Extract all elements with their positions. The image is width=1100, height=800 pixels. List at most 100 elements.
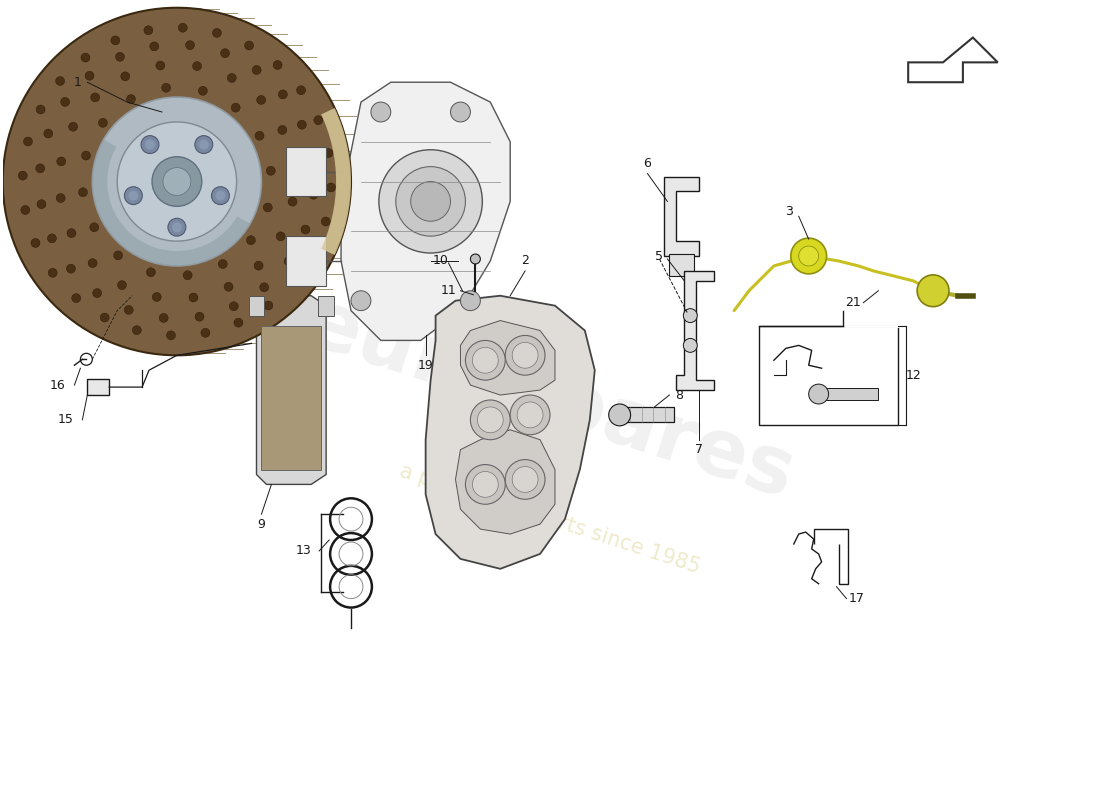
Circle shape: [471, 400, 510, 440]
Circle shape: [683, 309, 697, 322]
Circle shape: [195, 312, 204, 321]
Bar: [262, 326, 321, 470]
Bar: [318, 296, 334, 315]
Circle shape: [308, 154, 317, 163]
Circle shape: [301, 225, 310, 234]
Circle shape: [608, 404, 630, 426]
Circle shape: [791, 238, 826, 274]
Circle shape: [166, 331, 176, 340]
Circle shape: [513, 466, 538, 492]
Circle shape: [266, 166, 275, 175]
Circle shape: [917, 275, 949, 306]
Circle shape: [517, 402, 543, 428]
Bar: [249, 296, 264, 315]
Circle shape: [465, 465, 505, 504]
Text: 2: 2: [521, 254, 529, 267]
Circle shape: [144, 26, 153, 34]
Circle shape: [78, 188, 88, 197]
Bar: [286, 236, 326, 286]
Polygon shape: [256, 296, 326, 485]
Circle shape: [192, 62, 201, 70]
Circle shape: [297, 86, 306, 94]
Circle shape: [513, 342, 538, 368]
Circle shape: [256, 95, 266, 105]
Circle shape: [189, 293, 198, 302]
Circle shape: [309, 190, 318, 199]
Circle shape: [273, 61, 282, 70]
Circle shape: [284, 257, 293, 266]
Circle shape: [92, 289, 101, 298]
Circle shape: [505, 459, 544, 499]
Circle shape: [252, 66, 261, 74]
Circle shape: [57, 157, 66, 166]
Text: 3: 3: [785, 205, 793, 218]
Circle shape: [410, 182, 451, 222]
Circle shape: [121, 72, 130, 81]
Circle shape: [129, 190, 139, 201]
Circle shape: [260, 283, 268, 292]
Circle shape: [244, 41, 254, 50]
Circle shape: [264, 301, 273, 310]
Circle shape: [145, 140, 155, 150]
Circle shape: [141, 136, 158, 154]
Circle shape: [146, 268, 155, 277]
Circle shape: [451, 102, 471, 122]
Circle shape: [100, 313, 109, 322]
Polygon shape: [676, 271, 714, 390]
Circle shape: [172, 222, 182, 232]
Bar: [670, 254, 694, 276]
Circle shape: [152, 157, 201, 206]
Text: 15: 15: [57, 414, 74, 426]
Circle shape: [111, 36, 120, 45]
Circle shape: [314, 116, 322, 125]
Circle shape: [396, 166, 465, 236]
Circle shape: [216, 190, 225, 201]
Circle shape: [461, 290, 481, 310]
Text: 6: 6: [644, 157, 651, 170]
Circle shape: [118, 122, 236, 241]
Wedge shape: [321, 108, 351, 255]
Circle shape: [234, 318, 243, 327]
Circle shape: [683, 338, 697, 352]
Circle shape: [124, 306, 133, 314]
Circle shape: [47, 234, 56, 243]
Polygon shape: [426, 296, 595, 569]
Circle shape: [288, 197, 297, 206]
Text: 8: 8: [675, 389, 683, 402]
Text: eurospares: eurospares: [296, 284, 804, 516]
Polygon shape: [341, 82, 510, 341]
Polygon shape: [909, 38, 998, 82]
Circle shape: [72, 294, 80, 302]
Circle shape: [90, 93, 100, 102]
Circle shape: [378, 150, 482, 253]
Circle shape: [124, 186, 142, 205]
Circle shape: [48, 268, 57, 278]
Circle shape: [162, 83, 170, 92]
Circle shape: [351, 290, 371, 310]
Circle shape: [118, 281, 127, 290]
Circle shape: [477, 407, 503, 433]
Circle shape: [90, 223, 99, 232]
Circle shape: [472, 471, 498, 498]
Text: 21: 21: [846, 296, 861, 309]
Bar: [619, 407, 674, 422]
Bar: [759, 326, 899, 425]
Circle shape: [201, 328, 210, 338]
Text: 10: 10: [432, 254, 449, 267]
Circle shape: [324, 149, 333, 158]
Wedge shape: [92, 139, 250, 266]
Circle shape: [68, 122, 78, 131]
Circle shape: [212, 29, 221, 38]
Circle shape: [178, 23, 187, 32]
Circle shape: [113, 251, 122, 260]
Text: 11: 11: [441, 284, 456, 298]
Circle shape: [276, 232, 285, 241]
Circle shape: [195, 136, 212, 154]
Circle shape: [152, 293, 162, 302]
Circle shape: [88, 258, 97, 267]
Polygon shape: [455, 430, 556, 534]
Text: 7: 7: [695, 443, 703, 456]
Circle shape: [37, 200, 46, 209]
Circle shape: [229, 302, 239, 310]
Circle shape: [156, 61, 165, 70]
